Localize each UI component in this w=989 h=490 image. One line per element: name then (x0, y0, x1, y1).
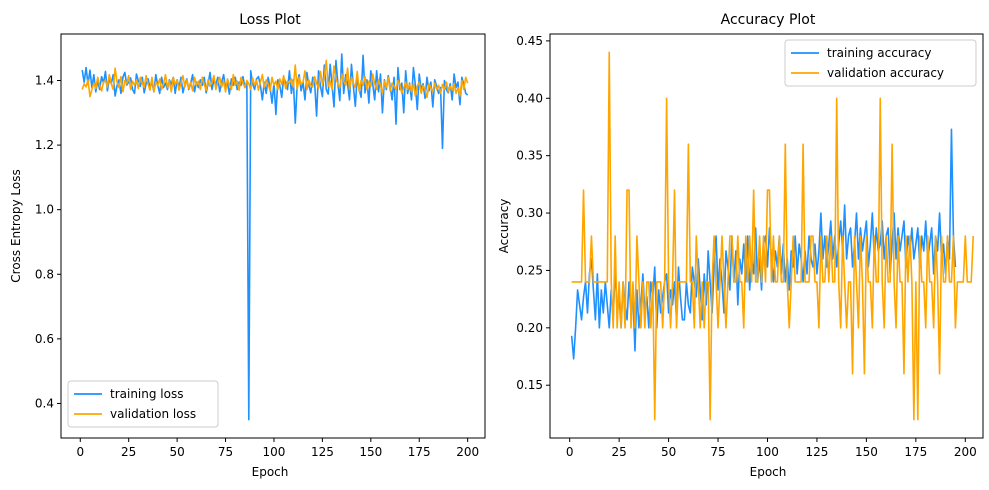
loss-plot-x-tick-label: 150 (359, 445, 382, 459)
accuracy-plot-x-tick-label: 25 (611, 445, 626, 459)
loss-plot-legend-label: validation loss (110, 407, 196, 421)
accuracy-plot-x-tick-label: 50 (661, 445, 676, 459)
accuracy-plot-y-tick-label: 0.40 (516, 91, 543, 105)
loss-plot-axes-frame (60, 33, 486, 439)
loss-plot-x-tick-label: 200 (456, 445, 479, 459)
accuracy-plot-panel: Accuracy Plot 0.150.200.250.300.350.400.… (497, 12, 984, 479)
loss-plot-x-tick-label: 50 (169, 445, 184, 459)
accuracy-plot-x-ticks: 0 25 50 75 100 125 150 175 200 (566, 438, 977, 459)
loss-plot-x-tick-label: 75 (218, 445, 233, 459)
loss-plot-y-ticks: 0.4 0.6 0.8 1.0 1.2 1.4 (35, 74, 61, 410)
loss-plot-y-tick-label: 0.6 (35, 332, 54, 346)
loss-plot-panel: Loss Plot 0.4 0.6 0.8 1.0 1.2 1.4 0 25 50 75 100 1… (9, 12, 486, 479)
loss-plot-series-line-2 (81, 59, 469, 99)
loss-plot-y-tick-label: 1.4 (35, 74, 54, 88)
loss-plot-x-tick-label: 125 (311, 445, 334, 459)
loss-plot-series-line-1 (81, 53, 469, 421)
accuracy-plot-x-tick-label: 150 (855, 445, 878, 459)
accuracy-plot-x-tick-label: 100 (756, 445, 779, 459)
accuracy-plot-title: Accuracy Plot (721, 12, 816, 28)
accuracy-plot-y-ticks: 0.15 0.20 0.25 0.30 0.35 0.40 0.45 (516, 34, 550, 392)
accuracy-plot-legend-label: validation accuracy (827, 66, 944, 80)
loss-plot-x-tick-label: 100 (263, 445, 286, 459)
accuracy-plot-y-tick-label: 0.15 (516, 378, 543, 392)
accuracy-plot-y-tick-label: 0.20 (516, 321, 543, 335)
loss-plot-x-ticks: 0 25 50 75 100 125 150 175 200 (76, 438, 479, 459)
accuracy-plot-series-line-2 (571, 51, 975, 421)
loss-plot-y-tick-label: 1.0 (35, 203, 54, 217)
accuracy-plot-axes-frame (549, 33, 984, 439)
accuracy-plot-legend-label: training accuracy (827, 46, 931, 60)
accuracy-plot-y-tick-label: 0.35 (516, 149, 543, 163)
accuracy-plot-legend: training accuracy validation accuracy (784, 39, 977, 87)
loss-plot-legend-label: training loss (110, 387, 183, 401)
accuracy-plot-y-tick-label: 0.45 (516, 34, 543, 48)
loss-plot-lines (81, 53, 469, 421)
accuracy-plot-y-tick-label: 0.30 (516, 206, 543, 220)
accuracy-plot-x-tick-label: 200 (954, 445, 977, 459)
loss-plot-x-tick-label: 25 (121, 445, 136, 459)
loss-plot-x-label: Epoch (252, 465, 289, 479)
accuracy-plot-y-label: Accuracy (497, 199, 511, 254)
accuracy-plot-x-tick-label: 75 (710, 445, 725, 459)
accuracy-plot-legend-box (784, 39, 977, 87)
loss-plot-legend: training loss validation loss (67, 380, 219, 428)
loss-plot-x-tick-label: 0 (76, 445, 84, 459)
loss-plot-y-tick-label: 1.2 (35, 138, 54, 152)
loss-plot-legend-box (67, 380, 219, 428)
accuracy-plot-lines (570, 51, 975, 421)
loss-plot-y-tick-label: 0.8 (35, 267, 54, 281)
accuracy-plot-x-tick-label: 125 (805, 445, 828, 459)
accuracy-plot-y-tick-label: 0.25 (516, 263, 543, 277)
loss-plot-y-label: Cross Entropy Loss (9, 169, 23, 282)
accuracy-plot-x-tick-label: 175 (904, 445, 927, 459)
accuracy-plot-x-tick-label: 0 (566, 445, 574, 459)
loss-plot-x-tick-label: 175 (408, 445, 431, 459)
loss-plot-title: Loss Plot (239, 12, 301, 28)
loss-plot-y-tick-label: 0.4 (35, 396, 54, 410)
accuracy-plot-x-label: Epoch (750, 465, 787, 479)
